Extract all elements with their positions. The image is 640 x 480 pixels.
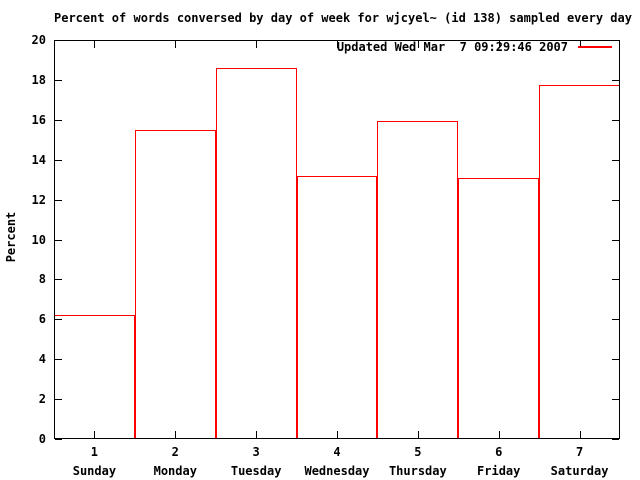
x-tick-label: 5 <box>414 445 422 459</box>
x-tick-mark-bottom <box>256 431 258 438</box>
x-tick-mark-top <box>337 41 338 48</box>
x-tick-mark-top <box>498 41 500 48</box>
y-tick-mark-left <box>55 159 62 161</box>
x-tick-mark-top <box>175 41 177 48</box>
day-label-friday: Friday <box>477 464 521 478</box>
y-tick-mark-left <box>55 319 62 321</box>
bar-wednesday <box>296 175 378 439</box>
y-tick-mark-right <box>612 119 619 121</box>
y-tick-label: 14 <box>31 152 46 167</box>
x-tick-label: 6 <box>495 445 503 459</box>
legend: Updated Wed Mar 7 09:29:46 2007 <box>337 40 612 54</box>
y-tick-mark-right <box>612 199 619 201</box>
bar-sunday <box>54 315 135 439</box>
y-tick-label: 8 <box>38 272 46 287</box>
y-tick-mark-right <box>612 40 619 41</box>
x-tick-label: 2 <box>171 445 179 459</box>
y-tick-label: 12 <box>31 192 46 207</box>
bar-tuesday <box>215 67 297 439</box>
day-label-wednesday: Wednesday <box>304 464 370 478</box>
x-tick-mark-bottom <box>579 431 581 438</box>
y-tick-mark-left <box>55 119 62 121</box>
y-tick-label: 6 <box>38 312 46 327</box>
y-tick-label: 2 <box>38 392 46 407</box>
x-tick-label: 7 <box>575 445 584 459</box>
y-tick-mark-left <box>55 79 62 81</box>
y-tick-mark-left <box>55 439 62 440</box>
x-tick-mark-bottom <box>337 431 338 438</box>
y-tick-mark-left <box>55 399 62 401</box>
y-tick-mark-right <box>612 359 619 361</box>
y-tick-label: 4 <box>38 352 46 367</box>
x-tick-mark-top <box>579 41 581 48</box>
y-tick-label: 18 <box>31 72 46 87</box>
legend-key-line <box>578 46 612 48</box>
day-label-saturday: Saturday <box>550 464 609 478</box>
y-tick-mark-right <box>612 239 619 241</box>
x-tick-mark-bottom <box>94 431 96 438</box>
bar-monday <box>134 129 216 439</box>
y-tick-mark-left <box>55 359 62 361</box>
day-label-tuesday: Tuesday <box>230 464 282 478</box>
y-tick-mark-right <box>612 319 619 321</box>
y-tick-mark-right <box>612 439 619 440</box>
x-tick-label: 4 <box>333 445 341 459</box>
y-tick-label: 10 <box>31 232 46 247</box>
y-tick-mark-left <box>55 239 62 241</box>
day-label-monday: Monday <box>153 464 197 478</box>
x-tick-mark-bottom <box>175 431 177 438</box>
x-tick-label: 1 <box>90 445 99 459</box>
y-tick-mark-right <box>612 159 619 161</box>
y-tick-mark-left <box>55 199 62 201</box>
y-tick-label: 20 <box>31 33 46 47</box>
legend-label: Updated Wed Mar 7 09:29:46 2007 <box>336 40 568 54</box>
day-label-sunday: Sunday <box>72 464 117 478</box>
chart-title: Percent of words conversed by day of wee… <box>54 11 632 25</box>
y-tick-label: 16 <box>31 112 46 127</box>
x-tick-mark-bottom <box>417 431 419 438</box>
x-tick-mark-top <box>417 41 419 48</box>
y-tick-mark-right <box>612 79 619 81</box>
y-tick-label: 0 <box>38 432 46 446</box>
y-tick-mark-right <box>612 399 619 401</box>
bar-saturday <box>539 84 620 439</box>
y-tick-mark-left <box>55 40 62 41</box>
day-label-thursday: Thursday <box>388 464 447 478</box>
x-tick-mark-bottom <box>498 431 500 438</box>
x-tick-label: 3 <box>252 445 260 459</box>
bar-thursday <box>377 120 459 439</box>
x-tick-mark-top <box>94 41 96 48</box>
y-tick-mark-right <box>612 279 619 281</box>
x-tick-mark-top <box>256 41 258 48</box>
y-tick-mark-left <box>55 279 62 281</box>
bar-friday <box>458 177 540 439</box>
